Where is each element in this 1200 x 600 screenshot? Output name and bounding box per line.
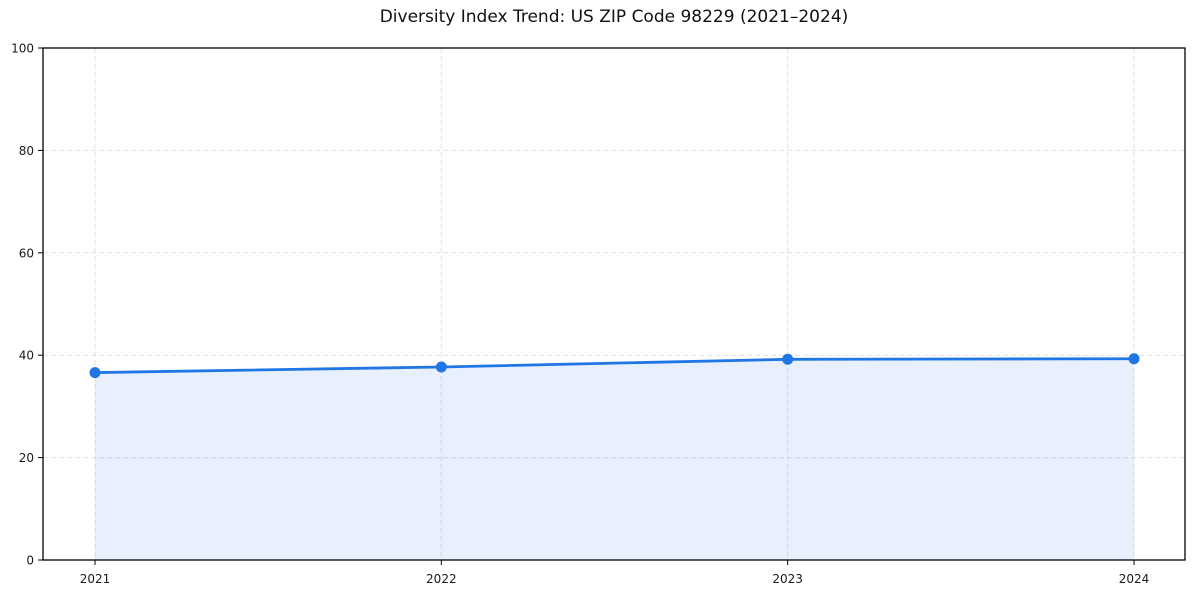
area-fill — [95, 358, 1134, 560]
data-point-marker — [782, 353, 794, 365]
x-tick-label: 2022 — [426, 572, 457, 586]
y-tick-label: 60 — [19, 246, 34, 260]
y-tick-label: 20 — [19, 451, 34, 465]
x-tick-label: 2024 — [1119, 572, 1150, 586]
trend-line — [93, 357, 1136, 375]
x-tick-label: 2023 — [772, 572, 803, 586]
plot-frame — [42, 47, 1186, 561]
y-tick-label: 0 — [26, 554, 34, 568]
y-tick-label: 100 — [11, 42, 34, 56]
y-tick-label: 40 — [19, 349, 34, 363]
y-tick-label: 80 — [19, 144, 34, 158]
data-point-marker — [435, 361, 447, 373]
x-tick-label: 2021 — [80, 572, 111, 586]
chart-title: Diversity Index Trend: US ZIP Code 98229… — [379, 7, 849, 27]
data-point-marker — [1128, 353, 1140, 365]
data-point-marker — [89, 367, 101, 379]
